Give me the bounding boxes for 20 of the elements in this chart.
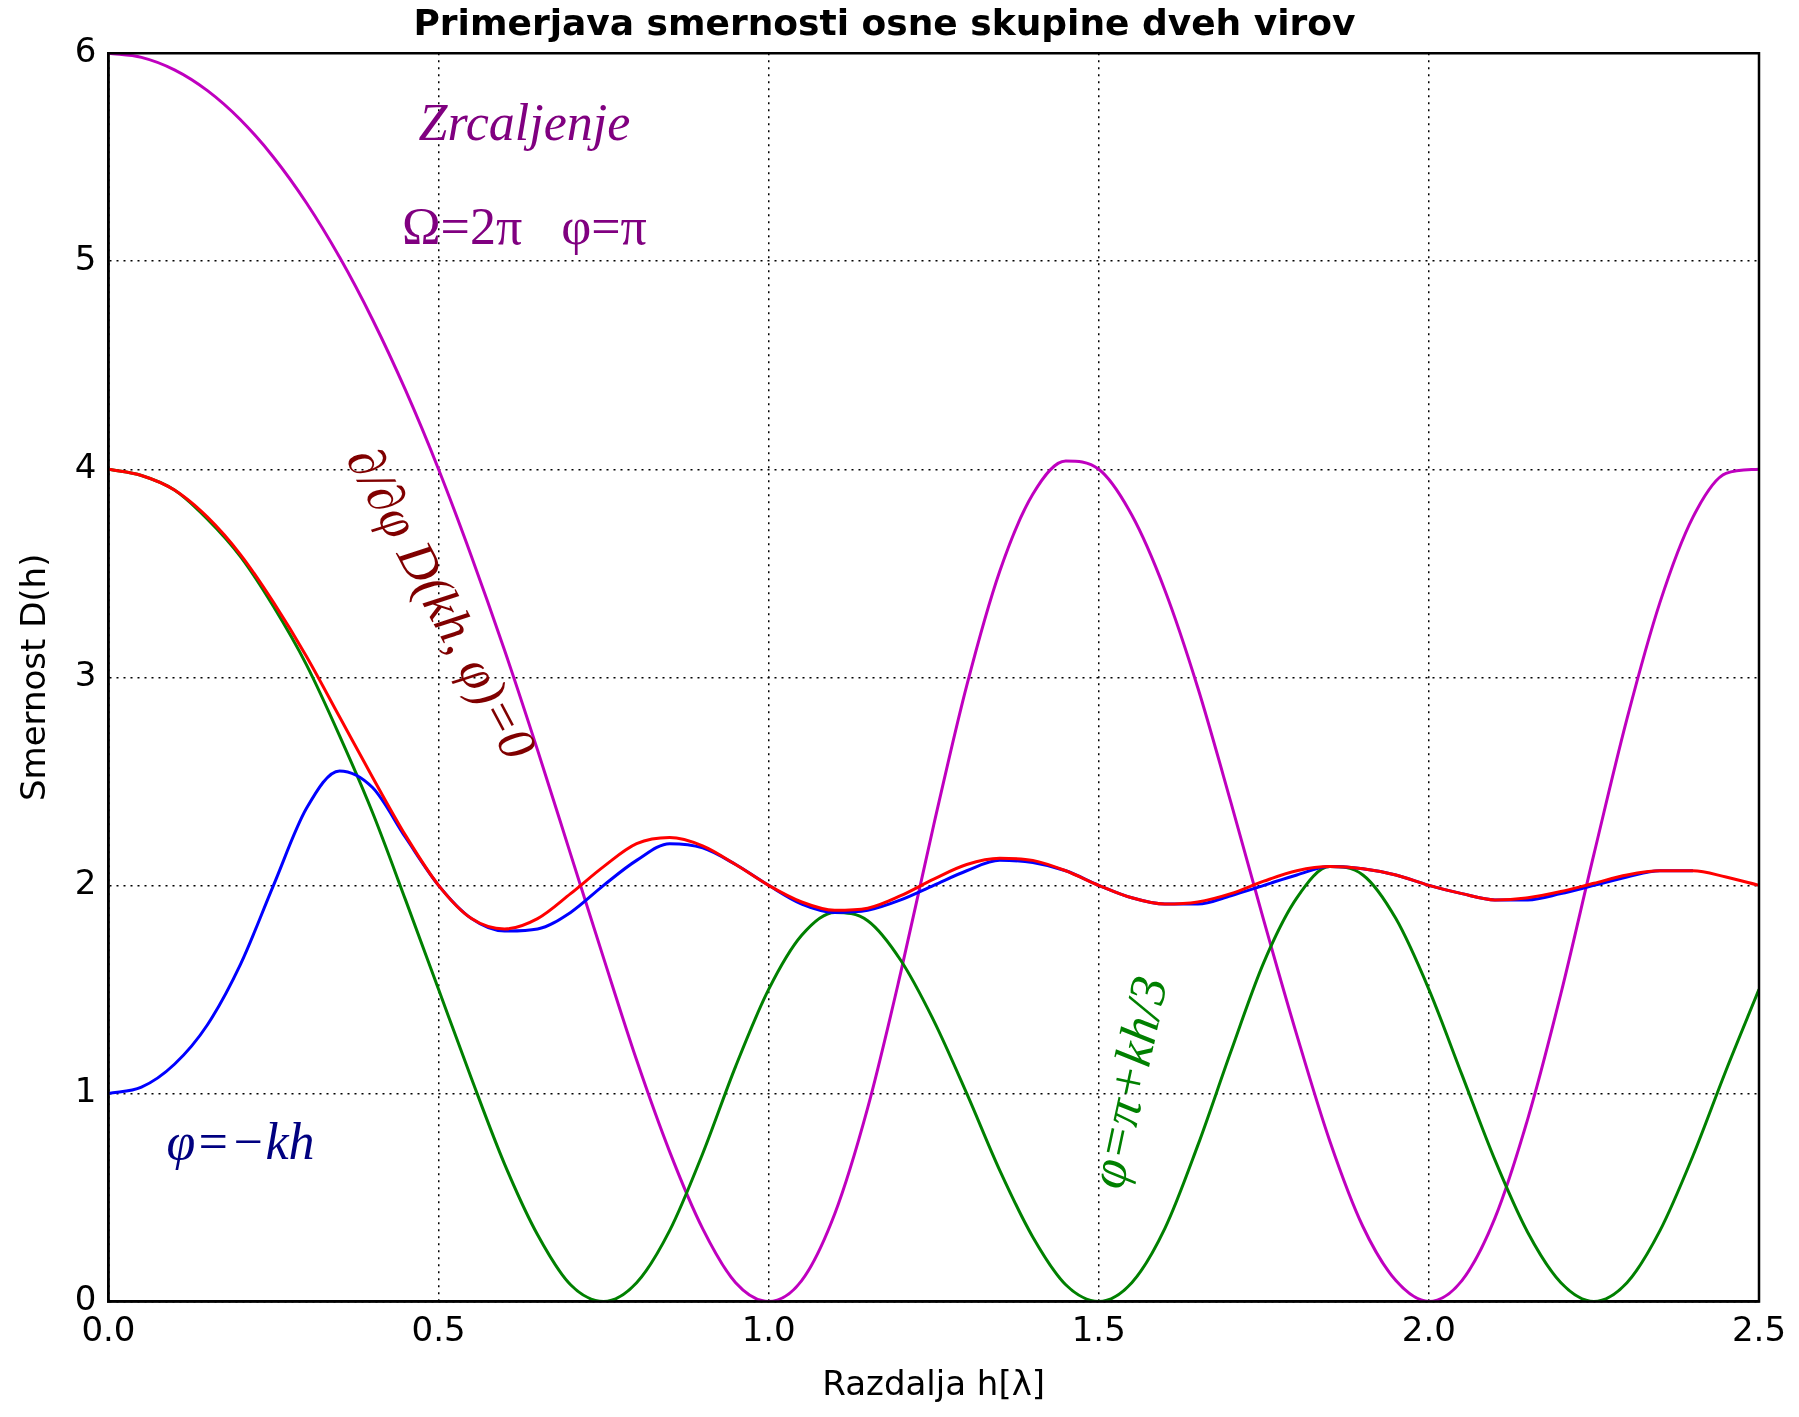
x-tick-label: 2.5	[1731, 1308, 1787, 1349]
y-tick-label: 5	[74, 238, 97, 279]
y-tick-label: 2	[74, 862, 97, 903]
line-series	[108, 53, 1759, 1302]
chart-title: Primerjava smernosti osne skupine dveh virov	[413, 1, 1356, 43]
x-tick-label: 1.5	[1071, 1308, 1126, 1349]
y-tick-label: 6	[74, 30, 97, 71]
annotation: ∂/∂φ D(kh, φ)=0	[334, 437, 549, 769]
y-tick-label: 1	[74, 1070, 97, 1111]
y-tick-label: 3	[74, 654, 97, 695]
y-axis-title: Smernost D(h)	[13, 553, 54, 802]
x-tick-label: 1.0	[741, 1308, 796, 1349]
x-axis-title: Razdalja h[λ]	[822, 1363, 1046, 1404]
annotation: Zrcaljenje	[418, 93, 631, 151]
x-tick-label: 0.5	[411, 1308, 466, 1349]
annotation: Ω=2π φ=π	[401, 197, 647, 255]
annotation: φ=π+kh/3	[1077, 971, 1179, 1194]
annotation: φ=−kh	[166, 1113, 315, 1171]
y-tick-label: 4	[74, 446, 97, 487]
x-tick-label: 2.0	[1401, 1308, 1456, 1349]
